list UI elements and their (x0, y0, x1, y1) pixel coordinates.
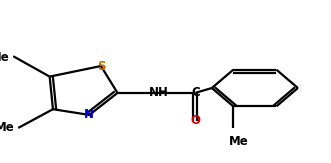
Text: Me: Me (228, 135, 248, 148)
Text: C: C (191, 86, 200, 99)
Text: Me: Me (0, 121, 15, 134)
Text: N: N (84, 108, 94, 121)
Text: S: S (97, 59, 105, 73)
Text: O: O (190, 114, 200, 127)
Text: Me: Me (0, 51, 10, 64)
Text: NH: NH (149, 86, 169, 99)
